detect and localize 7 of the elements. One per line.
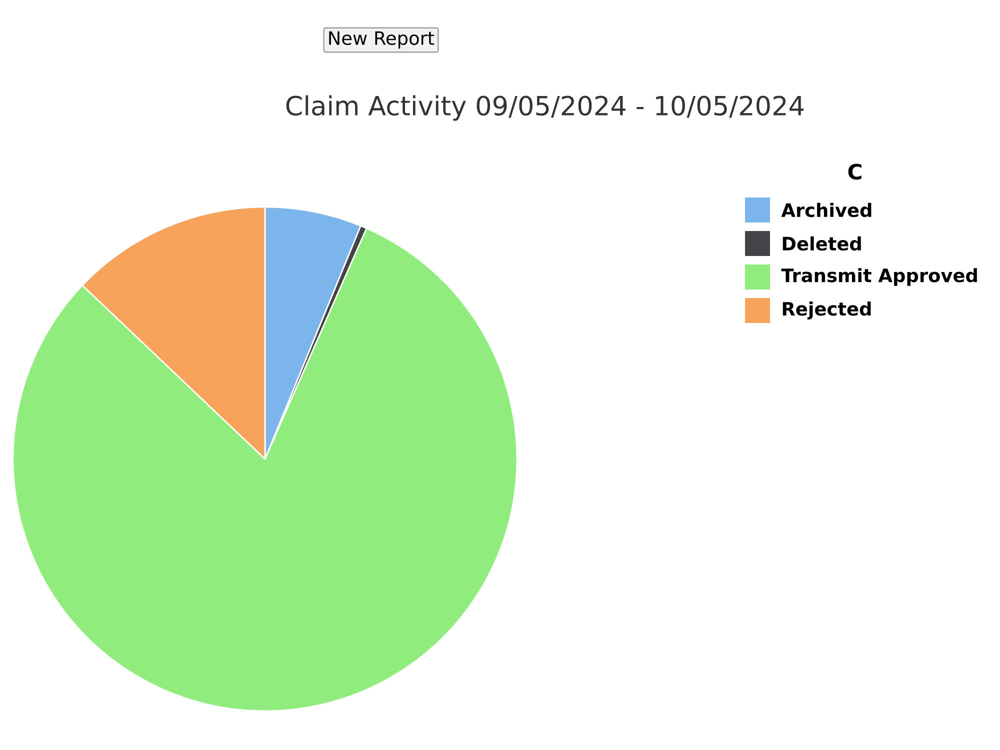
legend-label: Rejected: [782, 302, 871, 320]
legend-label: Archived: [781, 202, 872, 218]
chart-title: Claim Activity 09/05/2024 - 10/05/2024: [286, 95, 804, 121]
legend-title: C: [848, 164, 862, 180]
legend-label: Transmit Approved: [781, 268, 977, 286]
legend-label: Deleted: [782, 236, 861, 251]
text: New Report: [329, 31, 434, 49]
